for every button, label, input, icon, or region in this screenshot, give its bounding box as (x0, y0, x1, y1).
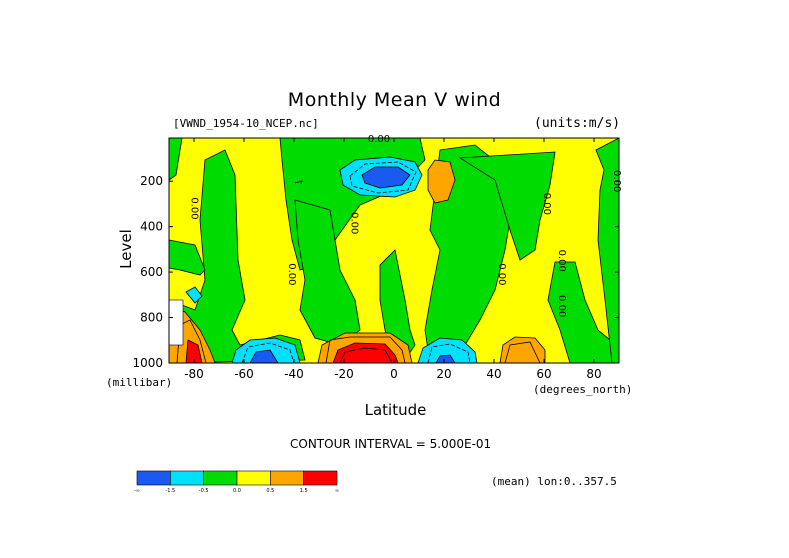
missing-data-patch (169, 299, 184, 346)
x-tick-label: -20 (334, 367, 354, 381)
colorbar-label: ∞ (335, 488, 339, 494)
y-tick-label: 800 (140, 311, 163, 325)
colorbar-label: -1.5 (165, 488, 175, 494)
contour-label: 0.00 (556, 250, 567, 272)
y-tick-label: 600 (140, 265, 163, 279)
contour-label: 0.00 (368, 134, 390, 145)
contour-interval-text: CONTOUR INTERVAL = 5.000E-01 (290, 437, 492, 451)
contour-label: 0.00 (541, 193, 552, 215)
orange-region-nh-surface (499, 336, 546, 363)
colorbar-label: -∞ (134, 488, 140, 494)
cyan-region-tropics (417, 337, 478, 363)
chart-title: Monthly Mean V wind (287, 89, 502, 111)
cyan-region-antarctic (185, 286, 203, 304)
y-axis-unit: (millibar) (106, 376, 173, 389)
green-region-nh-upper (458, 151, 556, 261)
x-tick-label: -40 (284, 367, 304, 381)
x-tick-label: 80 (586, 367, 601, 381)
contour-label: 0.00 (349, 212, 360, 234)
green-region-top-left (169, 138, 183, 181)
blue-region-upper (361, 166, 411, 189)
colorbar-label: 1.5 (300, 488, 308, 494)
green-region-south-wedge (169, 239, 206, 276)
negative-contour (241, 342, 295, 363)
positive-contour (339, 347, 393, 363)
positive-contour (294, 180, 303, 185)
x-tick-label: 0 (390, 367, 398, 381)
red-region-surface (332, 342, 399, 363)
colorbar-swatch (236, 470, 271, 486)
dataset-label: [VWND_1954-10_NCEP.nc] (173, 117, 319, 130)
y-tick-label: 400 (140, 220, 163, 234)
x-axis-label: Latitude (364, 401, 427, 419)
colorbar-label: 0.5 (266, 488, 274, 494)
green-region-polar-upper (595, 138, 619, 363)
negative-contour (349, 161, 417, 194)
x-tick-label: 60 (536, 367, 551, 381)
y-tick-label: 1000 (132, 356, 163, 370)
y-axis-ticks: 200 400 600 800 1000 (132, 174, 619, 370)
blue-region-tropics (435, 354, 456, 363)
red-region-antarctic (185, 339, 203, 363)
contour-label: 0.00 (286, 263, 297, 285)
positive-contour (325, 336, 406, 363)
x-tick-label: -60 (234, 367, 254, 381)
y-tick-label: 200 (140, 174, 163, 188)
orange-region-upper (427, 159, 456, 204)
colorbar-swatch (303, 470, 338, 486)
units-label: (units:m/s) (534, 116, 621, 131)
positive-contour (504, 341, 541, 363)
contour-label: 0.00 (556, 295, 567, 317)
x-tick-label: -80 (184, 367, 204, 381)
x-tick-label: 20 (436, 367, 451, 381)
x-tick-label: 40 (486, 367, 501, 381)
colorbar-label: 0.0 (233, 488, 241, 494)
contour-label: 0.00 (496, 263, 507, 285)
colorbar-swatch (203, 470, 238, 486)
contour-label: 0.00 (189, 197, 200, 219)
mean-text: (mean) lon:0..357.5 (491, 475, 617, 488)
colorbar: -∞ -1.5 -0.5 0.0 0.5 1.5 ∞ (134, 470, 339, 494)
blue-region-south (249, 349, 279, 363)
negative-contours (241, 161, 471, 363)
x-axis-ticks: -80 -60 -40 -20 0 20 40 60 80 (184, 138, 602, 381)
colorbar-label: -0.5 (199, 488, 209, 494)
colorbar-swatch (270, 470, 304, 486)
colorbar-swatch (136, 470, 171, 486)
colorbar-swatch (170, 470, 204, 486)
x-axis-unit: (degrees_north) (533, 383, 633, 396)
contour-field (169, 138, 619, 363)
